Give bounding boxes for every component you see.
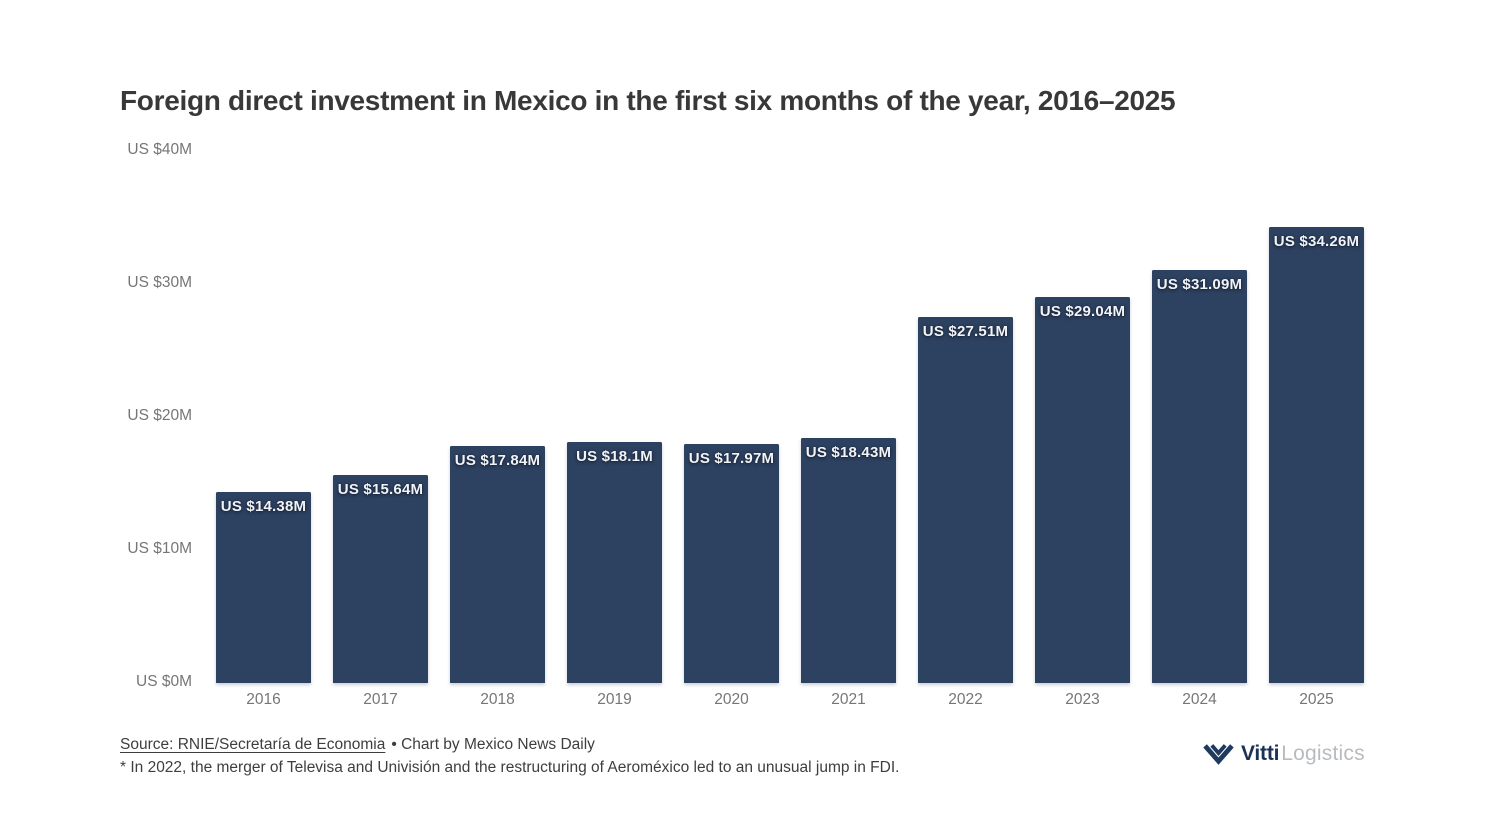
bar-value-label: US $29.04M bbox=[1039, 302, 1126, 320]
x-axis-label: 2020 bbox=[714, 691, 749, 708]
bar-value-label: US $17.84M bbox=[454, 451, 541, 469]
y-axis-tick: US $0M bbox=[136, 673, 192, 690]
x-axis-label: 2021 bbox=[831, 691, 866, 708]
bar-value-label: US $17.97M bbox=[688, 450, 775, 467]
brand-suffix: Logistics bbox=[1281, 742, 1365, 765]
x-axis-label: 2019 bbox=[597, 691, 632, 708]
double-chevron-down-icon bbox=[1203, 743, 1234, 765]
chart-title: Foreign direct investment in Mexico in t… bbox=[120, 85, 1176, 116]
bar-value-label: US $15.64M bbox=[337, 481, 424, 498]
bar-value-label: US $18.43M bbox=[805, 443, 892, 461]
bar-2016: US $14.38M bbox=[216, 491, 311, 683]
bar-2024: US $31.09M bbox=[1152, 269, 1247, 683]
brand-logo: VittiLogistics bbox=[1203, 742, 1365, 766]
bar-value-label: US $14.38M bbox=[220, 497, 307, 515]
bar-2021: US $18.43M bbox=[801, 437, 896, 683]
bar-2022: US $27.51M bbox=[918, 317, 1013, 683]
bar-value-label: US $34.26M bbox=[1273, 233, 1360, 251]
bar-2018: US $17.84M bbox=[450, 445, 545, 683]
bar-value-label: US $18.1M bbox=[576, 448, 653, 466]
x-axis-label: 2025 bbox=[1299, 691, 1334, 708]
y-axis-tick: US $40M bbox=[127, 141, 192, 158]
x-axis-label: 2017 bbox=[363, 691, 398, 708]
y-axis-tick: US $10M bbox=[127, 540, 192, 557]
footnote: * In 2022, the merger of Televisa and Un… bbox=[120, 759, 900, 776]
x-axis-label: 2023 bbox=[1065, 691, 1100, 708]
chart-footer: Source: RNIE/Secretaría de Economia • Cha… bbox=[120, 733, 899, 779]
brand-name: Vitti bbox=[1241, 742, 1280, 765]
bar-2017: US $15.64M bbox=[333, 475, 428, 683]
bar-2025: US $34.26M bbox=[1269, 227, 1364, 683]
y-axis-tick: US $30M bbox=[127, 274, 192, 291]
x-axis-label: 2018 bbox=[480, 691, 515, 708]
y-axis-tick: US $20M bbox=[127, 407, 192, 424]
x-axis-label: 2016 bbox=[246, 691, 281, 708]
bars-layer: US $14.38M US $15.64M US $17.84M US $18.1M U… bbox=[216, 227, 1364, 683]
bar-2020: US $17.97M bbox=[684, 444, 779, 683]
source-line: Source: RNIE/Secretaría de Economia • Cha… bbox=[120, 733, 899, 756]
source-link[interactable]: Source: RNIE/Secretaría de Economia bbox=[120, 736, 386, 753]
bar-value-label: US $27.51M bbox=[922, 323, 1009, 341]
bar-2019: US $18.1M bbox=[567, 442, 662, 683]
bar-2023: US $29.04M bbox=[1035, 296, 1130, 683]
x-axis-label: 2024 bbox=[1182, 691, 1217, 708]
source-credit: • Chart by Mexico News Daily bbox=[391, 736, 595, 753]
x-axis-label: 2022 bbox=[948, 691, 983, 708]
x-axis-layer: 2016 2017 2018 2019 2020 2021 2022 2023 2024 2025 bbox=[216, 691, 1364, 709]
bar-value-label: US $31.09M bbox=[1156, 275, 1243, 293]
